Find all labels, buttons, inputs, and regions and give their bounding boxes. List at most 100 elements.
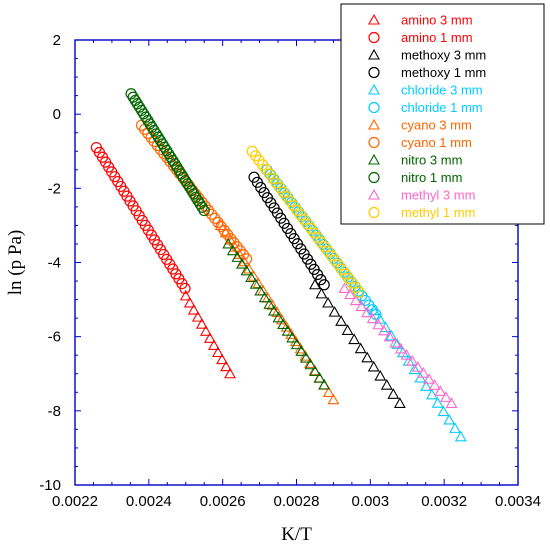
point-methyl-3-mm bbox=[439, 391, 452, 402]
x-tick-label: 0.0034 bbox=[495, 493, 541, 510]
x-tick-labels: 0.0022 0.0024 0.0026 0.0028 0.003 0.0032 0.003… bbox=[52, 493, 541, 510]
point-amino-3-mm bbox=[208, 339, 220, 350]
point-methoxy-3-mm bbox=[315, 287, 328, 299]
point-methyl-3-mm bbox=[383, 330, 396, 342]
point-cyano-3-mm bbox=[252, 277, 265, 289]
point-methyl-3-mm bbox=[389, 336, 402, 348]
y-tick-label: 2 bbox=[53, 32, 61, 49]
point-methyl-3-mm bbox=[344, 288, 357, 300]
point-nitro-3-mm bbox=[304, 358, 317, 370]
point-amino-3-mm bbox=[179, 289, 192, 301]
point-nitro-3-mm bbox=[295, 345, 308, 356]
y-tick-label: -10 bbox=[39, 477, 61, 494]
point-methyl-3-mm bbox=[394, 342, 407, 354]
point-cyano-3-mm bbox=[285, 328, 298, 339]
point-nitro-1-mm bbox=[198, 204, 210, 217]
legend-marker-nitro-3-mm bbox=[368, 153, 380, 165]
point-nitro-3-mm bbox=[258, 291, 271, 303]
point-amino-3-mm bbox=[216, 353, 228, 365]
y-axis-title: ln (p Pa) bbox=[5, 230, 26, 295]
point-chloride-3-mm bbox=[420, 380, 433, 391]
point-chloride-3-mm bbox=[443, 413, 456, 425]
point-methyl-3-mm bbox=[411, 360, 424, 372]
point-methoxy-3-mm bbox=[387, 388, 400, 399]
point-nitro-3-mm bbox=[272, 311, 285, 323]
legend-box bbox=[340, 3, 545, 225]
point-chloride-3-mm bbox=[385, 329, 398, 341]
point-chloride-3-mm bbox=[425, 388, 438, 400]
legend-marker-amino-3-mm bbox=[368, 13, 380, 25]
x-tick-label: 0.0022 bbox=[52, 493, 98, 510]
point-nitro-3-mm bbox=[267, 304, 280, 316]
point-chloride-3-mm bbox=[454, 430, 467, 442]
legend: amino 3 mm amino 1 mm methoxy 3 mm methoxy … bbox=[340, 3, 545, 225]
point-nitro-3-mm bbox=[309, 365, 321, 377]
point-chloride-3-mm bbox=[431, 397, 444, 408]
point-methyl-3-mm bbox=[428, 379, 441, 390]
point-methoxy-3-mm bbox=[335, 315, 348, 326]
legend-marker-chloride-1-mm bbox=[368, 101, 380, 114]
point-cyano-3-mm bbox=[271, 306, 284, 318]
point-methoxy-3-mm bbox=[348, 333, 361, 345]
data-points bbox=[90, 88, 467, 442]
y-tick-label: 0 bbox=[53, 106, 61, 123]
point-amino-3-mm bbox=[183, 296, 196, 308]
point-nitro-3-mm bbox=[249, 278, 262, 289]
legend-label-methyl-3-mm: methyl 3 mm bbox=[401, 188, 475, 203]
point-cyano-3-mm bbox=[214, 219, 227, 230]
x-tick-label: 0.0024 bbox=[126, 493, 172, 510]
point-amino-3-mm bbox=[212, 346, 224, 358]
point-methyl-3-mm bbox=[349, 294, 362, 306]
legend-marker-chloride-3-mm bbox=[368, 83, 380, 95]
point-cyano-3-mm bbox=[327, 393, 340, 405]
point-methyl-3-mm bbox=[372, 318, 385, 330]
point-methoxy-3-mm bbox=[322, 296, 334, 308]
x-tick-label: 0.0032 bbox=[421, 493, 467, 510]
point-methyl-3-mm bbox=[361, 306, 373, 318]
legend-label-cyano-1-mm: cyano 1 mm bbox=[401, 135, 472, 150]
point-methyl-3-mm bbox=[355, 300, 368, 312]
point-nitro-3-mm bbox=[318, 378, 331, 390]
point-methoxy-3-mm bbox=[374, 369, 387, 381]
y-tick-label: -8 bbox=[48, 403, 61, 420]
point-cyano-3-mm bbox=[322, 386, 335, 397]
legend-marker-methoxy-1-mm bbox=[368, 66, 380, 79]
point-amino-3-mm bbox=[187, 303, 200, 315]
legend-label-chloride-1-mm: chloride 1 mm bbox=[401, 100, 483, 115]
point-cyano-3-mm bbox=[247, 270, 260, 281]
point-nitro-3-mm bbox=[286, 331, 299, 343]
point-methyl-3-mm bbox=[366, 312, 379, 324]
point-methyl-1-mm bbox=[353, 286, 365, 298]
point-methoxy-3-mm bbox=[341, 324, 354, 335]
point-nitro-3-mm bbox=[240, 264, 253, 276]
point-methyl-3-mm bbox=[434, 385, 447, 396]
point-methoxy-3-mm bbox=[328, 306, 341, 317]
point-chloride-3-mm bbox=[391, 338, 404, 349]
point-methoxy-3-mm bbox=[367, 360, 380, 372]
x-tick-label: 0.003 bbox=[352, 493, 390, 510]
legend-label-methoxy-1-mm: methoxy 1 mm bbox=[401, 65, 486, 80]
point-cyano-3-mm bbox=[275, 313, 288, 325]
legend-label-cyano-3-mm: cyano 3 mm bbox=[401, 118, 472, 133]
legend-label-nitro-1-mm: nitro 1 mm bbox=[401, 170, 462, 185]
point-amino-3-mm bbox=[224, 367, 236, 379]
point-cyano-3-mm bbox=[280, 320, 293, 332]
legend-marker-cyano-3-mm bbox=[368, 118, 380, 130]
legend-label-amino-1-mm: amino 1 mm bbox=[401, 30, 473, 45]
x-tick-label: 0.0026 bbox=[200, 493, 246, 510]
point-methyl-3-mm bbox=[377, 324, 390, 336]
point-amino-3-mm bbox=[203, 332, 216, 343]
legend-label-amino-3-mm: amino 3 mm bbox=[401, 13, 473, 28]
point-methyl-3-mm bbox=[423, 373, 435, 384]
point-nitro-3-mm bbox=[226, 244, 239, 256]
legend-marker-amino-1-mm bbox=[368, 31, 380, 44]
point-chloride-3-mm bbox=[449, 422, 461, 433]
y-tick-label: -2 bbox=[48, 180, 61, 197]
point-nitro-3-mm bbox=[254, 284, 267, 296]
point-nitro-3-mm bbox=[245, 271, 257, 283]
point-methyl-3-mm bbox=[406, 354, 419, 366]
legend-marker-cyano-1-mm bbox=[368, 136, 380, 149]
point-nitro-3-mm bbox=[235, 257, 248, 269]
legend-marker-nitro-1-mm bbox=[368, 171, 380, 184]
